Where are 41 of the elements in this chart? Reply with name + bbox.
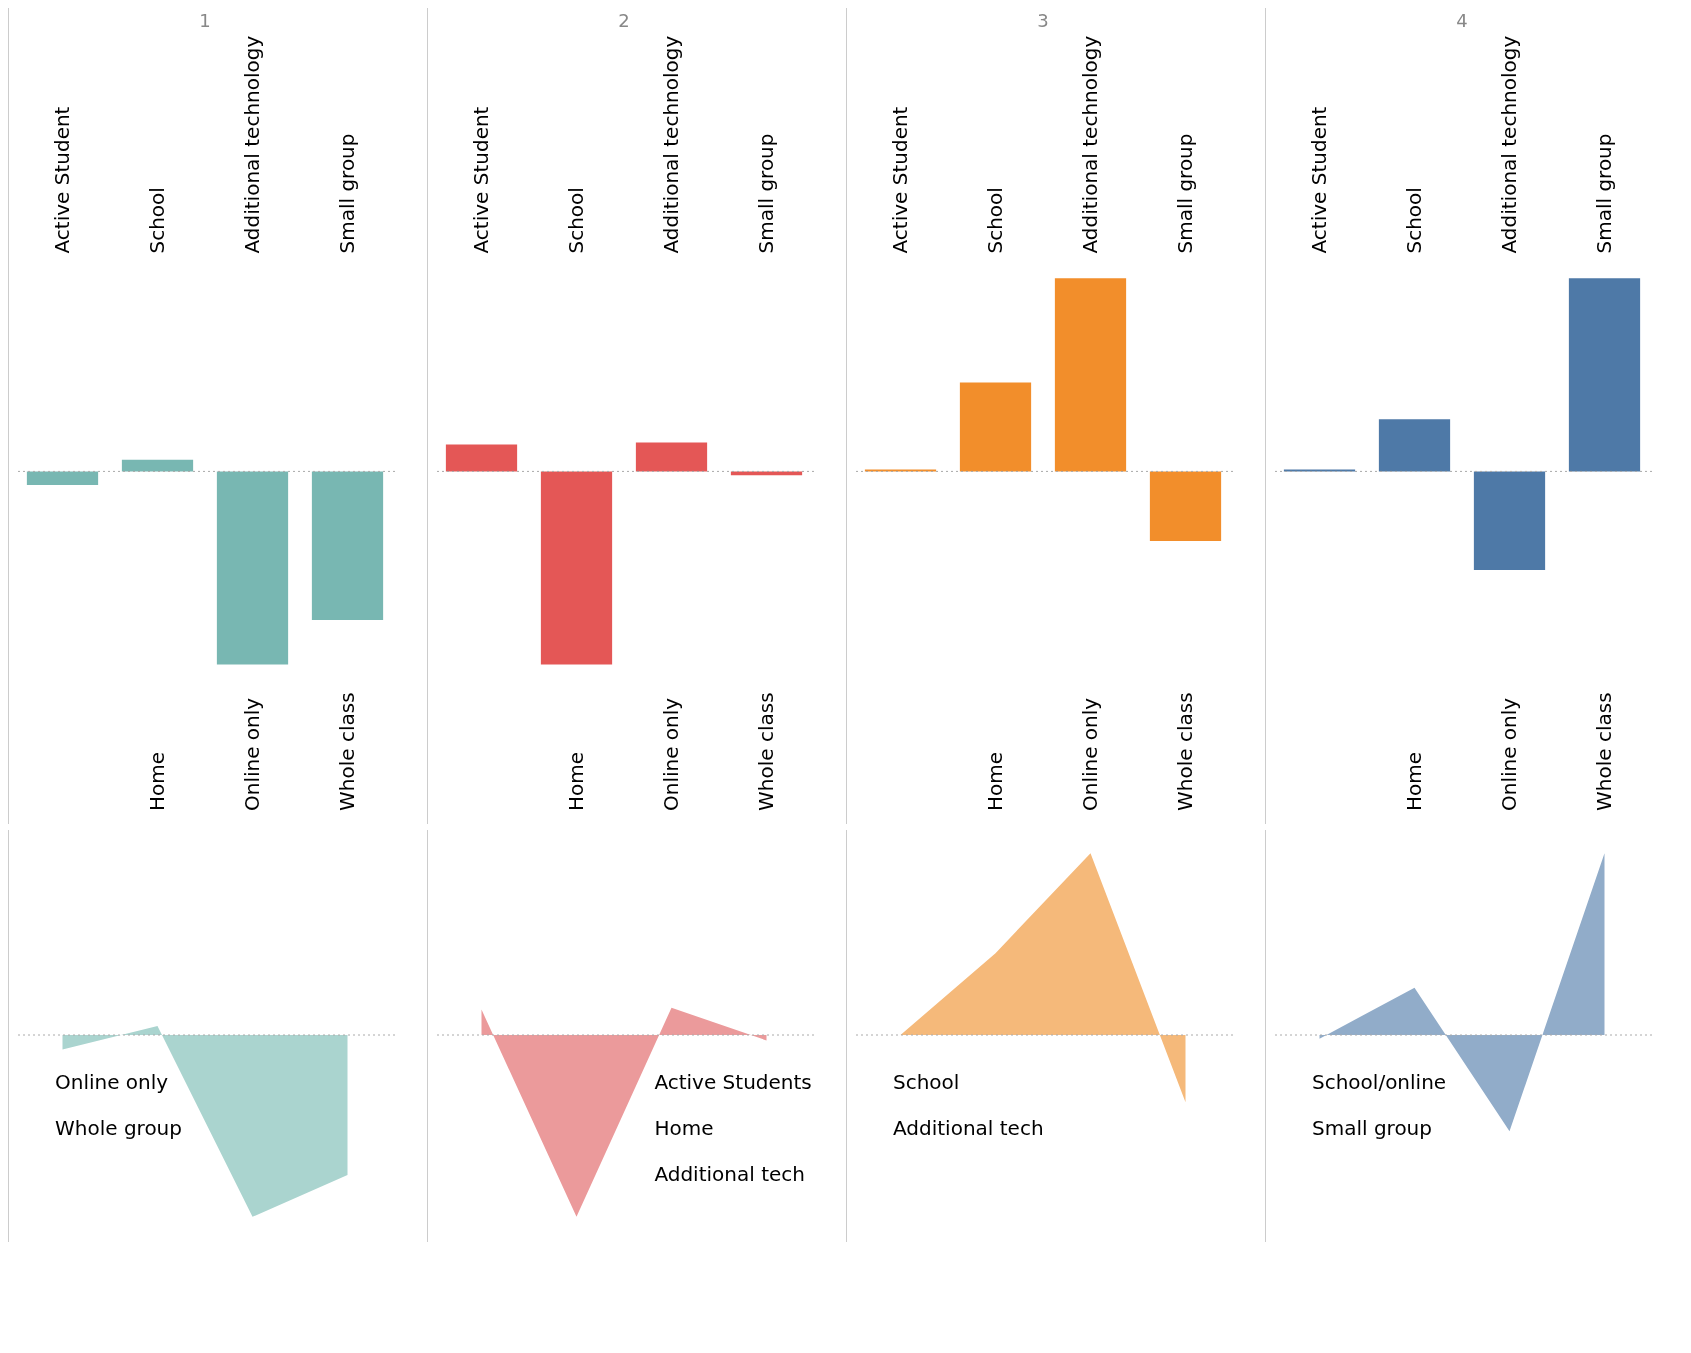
text: Home — [144, 751, 169, 811]
text: Online only — [1496, 697, 1521, 811]
annotation: Small group — [1312, 1116, 1432, 1140]
annotation: Additional tech — [654, 1162, 805, 1186]
annotation: Whole group — [55, 1116, 182, 1140]
annotation: School/online — [1312, 1070, 1447, 1094]
chart-title: 4 — [1456, 10, 1468, 32]
annotation: School — [893, 1070, 960, 1094]
x-tick-label: School — [982, 187, 1007, 254]
text: Whole class — [753, 692, 778, 811]
text: Whole class — [1591, 692, 1616, 811]
text: Home — [982, 751, 1007, 811]
text: Whole class — [1172, 692, 1197, 811]
x-tick-label: Additional technology — [1496, 35, 1521, 254]
x-tick-label: Additional technology — [658, 35, 683, 254]
x-tick-label: School — [144, 187, 169, 254]
x-tick-label: Small group — [334, 133, 359, 254]
text: Home — [1401, 751, 1426, 811]
chart-title: 1 — [199, 10, 211, 32]
annotation: Online only — [55, 1070, 169, 1094]
x-tick-label: Active Student — [887, 106, 912, 254]
annotation: Active Students — [654, 1070, 812, 1094]
text: Home — [563, 751, 588, 811]
chart-title: 2 — [618, 10, 630, 32]
text: Online only — [1077, 697, 1102, 811]
x-tick-label: Active Student — [468, 106, 493, 254]
annotation: Home — [654, 1116, 714, 1140]
x-tick-label: Small group — [753, 133, 778, 254]
text: Online only — [239, 697, 264, 811]
x-tick-label: Active Student — [1306, 106, 1331, 254]
x-tick-label: Small group — [1591, 133, 1616, 254]
text: Online only — [658, 697, 683, 811]
text: Whole class — [334, 692, 359, 811]
x-tick-label: Active Student — [49, 106, 74, 254]
text: Additional tech — [893, 1116, 1044, 1140]
x-tick-label: Additional technology — [239, 35, 264, 254]
x-tick-label: School — [563, 187, 588, 254]
x-tick-label: Small group — [1172, 133, 1197, 254]
chart-title: 3 — [1037, 10, 1049, 32]
x-tick-label: School — [1401, 187, 1426, 254]
x-tick-label: Additional technology — [1077, 35, 1102, 254]
